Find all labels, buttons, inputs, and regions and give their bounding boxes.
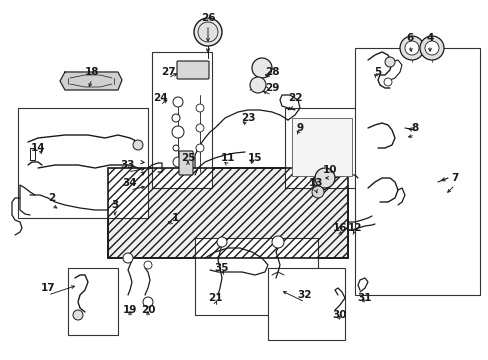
Text: 14: 14 <box>31 143 45 153</box>
Text: 34: 34 <box>122 178 137 188</box>
Text: 33: 33 <box>121 160 135 170</box>
Text: 15: 15 <box>247 153 262 163</box>
Circle shape <box>173 145 179 151</box>
Circle shape <box>271 236 284 248</box>
Circle shape <box>251 58 271 78</box>
Circle shape <box>173 97 183 107</box>
Text: 9: 9 <box>296 123 303 133</box>
Circle shape <box>196 144 203 152</box>
Bar <box>152 52 212 188</box>
Text: 10: 10 <box>322 165 337 175</box>
Bar <box>108 168 347 258</box>
Text: 12: 12 <box>347 223 362 233</box>
Circle shape <box>404 41 418 55</box>
Text: 6: 6 <box>406 33 413 43</box>
Text: 13: 13 <box>308 178 323 188</box>
Circle shape <box>249 77 265 93</box>
Text: 32: 32 <box>297 290 312 300</box>
Circle shape <box>133 140 142 150</box>
Circle shape <box>73 310 83 320</box>
Circle shape <box>313 174 329 190</box>
Text: 20: 20 <box>141 305 155 315</box>
Circle shape <box>383 78 391 86</box>
Circle shape <box>173 157 183 167</box>
Bar <box>267 268 345 340</box>
Text: 3: 3 <box>111 200 119 210</box>
Circle shape <box>424 41 438 55</box>
Bar <box>285 108 359 188</box>
Polygon shape <box>60 72 122 90</box>
Text: 11: 11 <box>220 153 235 163</box>
Circle shape <box>123 253 133 263</box>
Circle shape <box>217 237 226 247</box>
Bar <box>354 48 479 295</box>
Text: 17: 17 <box>41 283 55 293</box>
Text: 31: 31 <box>357 293 371 303</box>
Text: 4: 4 <box>426 33 433 43</box>
Text: 21: 21 <box>207 293 222 303</box>
Text: 5: 5 <box>374 67 381 77</box>
Circle shape <box>142 297 153 307</box>
Text: 35: 35 <box>214 263 229 273</box>
Text: 8: 8 <box>410 123 418 133</box>
Circle shape <box>172 126 183 138</box>
Text: 18: 18 <box>84 67 99 77</box>
Circle shape <box>196 104 203 112</box>
Circle shape <box>399 36 423 60</box>
Text: 16: 16 <box>332 223 346 233</box>
Circle shape <box>143 261 152 269</box>
Text: 29: 29 <box>264 83 279 93</box>
Bar <box>68 268 118 335</box>
Text: 25: 25 <box>181 153 195 163</box>
Circle shape <box>384 57 394 67</box>
Text: 26: 26 <box>201 13 215 23</box>
Text: 19: 19 <box>122 305 137 315</box>
Bar <box>108 168 347 258</box>
Circle shape <box>314 168 334 188</box>
FancyBboxPatch shape <box>177 61 208 79</box>
FancyBboxPatch shape <box>179 151 193 175</box>
Bar <box>291 118 351 176</box>
Circle shape <box>311 186 324 198</box>
Text: 7: 7 <box>450 173 458 183</box>
Circle shape <box>172 114 180 122</box>
Bar <box>18 108 148 218</box>
Text: 2: 2 <box>48 193 56 203</box>
Circle shape <box>198 22 218 42</box>
Circle shape <box>419 36 443 60</box>
Circle shape <box>196 124 203 132</box>
Text: 24: 24 <box>152 93 167 103</box>
Text: 23: 23 <box>240 113 255 123</box>
Text: 1: 1 <box>171 213 178 223</box>
Bar <box>108 168 347 258</box>
Text: 27: 27 <box>161 67 175 77</box>
Text: 22: 22 <box>287 93 302 103</box>
Text: 28: 28 <box>264 67 279 77</box>
Bar <box>195 238 317 315</box>
Circle shape <box>194 18 222 46</box>
Text: 30: 30 <box>332 310 346 320</box>
